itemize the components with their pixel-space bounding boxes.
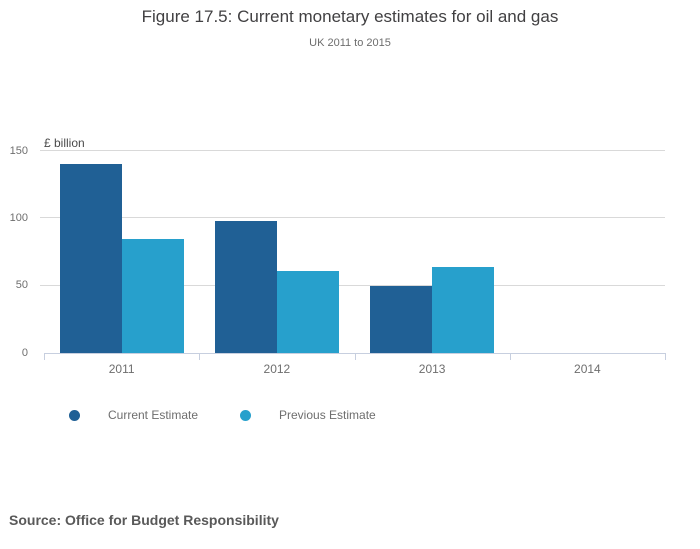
legend-label-current-estimate: Current Estimate [108, 408, 199, 422]
x-category-label-2011: 2011 [108, 362, 135, 376]
y-tick-label-100: 100 [9, 211, 28, 224]
x-category-label-2014: 2014 [574, 362, 601, 376]
legend-item-current-estimate: Current Estimate [69, 408, 198, 422]
y-tick-label-50: 50 [15, 279, 28, 292]
bar-current-estimate-2012 [214, 221, 277, 353]
bar-current-estimate-2013 [370, 285, 433, 353]
x-category-label-2012: 2012 [263, 362, 291, 376]
source-note: Source: Office for Budget Responsibility [9, 512, 279, 528]
x-axis-tick-0 [44, 354, 45, 360]
x-axis-tick-2 [354, 354, 356, 360]
bar-previous-estimate-2013 [432, 266, 495, 353]
legend-swatch-current-estimate-icon [69, 409, 80, 421]
x-axis-line [44, 353, 666, 354]
gridline-50 [40, 284, 665, 286]
bar-current-estimate-2011 [59, 164, 122, 353]
x-category-label-2013: 2013 [418, 362, 446, 376]
x-axis-tick-3 [509, 354, 511, 360]
legend-item-previous-estimate: Previous Estimate [240, 408, 376, 422]
x-axis-tick-1 [199, 354, 201, 360]
legend-swatch-previous-estimate-icon [240, 409, 251, 421]
gridline-150 [40, 150, 665, 151]
x-axis-tick-4 [665, 354, 666, 360]
bar-previous-estimate-2011 [121, 238, 184, 353]
bar-previous-estimate-2012 [276, 270, 339, 353]
chart-title: Figure 17.5: Current monetary estimates … [141, 7, 559, 26]
y-axis-unit-label: £ billion [44, 136, 85, 150]
chart-subtitle: UK 2011 to 2015 [309, 37, 391, 49]
y-tick-label-0: 0 [21, 346, 28, 359]
gridline-100 [40, 217, 665, 219]
y-tick-label-150: 150 [9, 144, 28, 157]
legend-label-previous-estimate: Previous Estimate [279, 408, 376, 422]
